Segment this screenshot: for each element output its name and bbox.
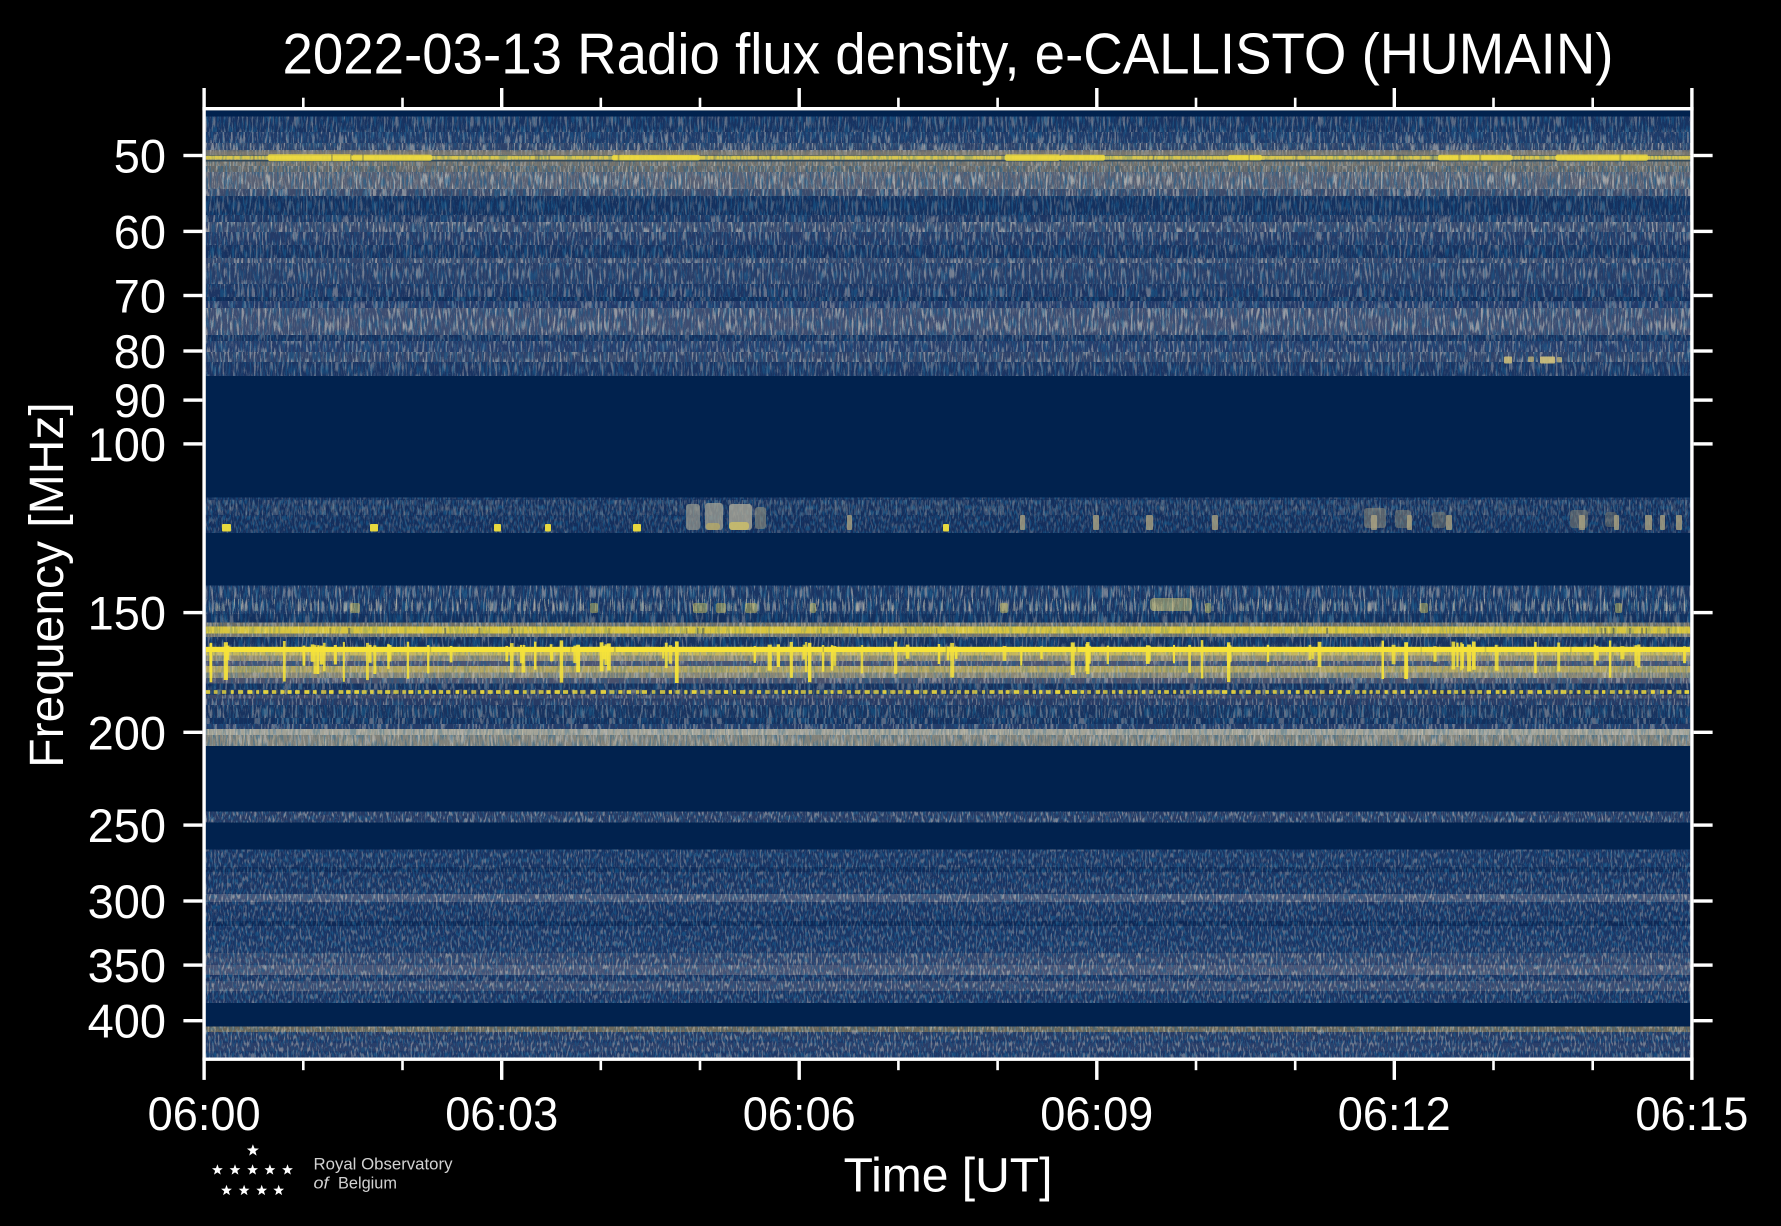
svg-text:06:09: 06:09: [1040, 1087, 1153, 1140]
svg-text:80: 80: [114, 325, 166, 378]
svg-text:Royal Observatory: Royal Observatory: [314, 1154, 453, 1173]
svg-text:of: of: [314, 1174, 331, 1193]
svg-text:70: 70: [114, 270, 166, 323]
svg-text:400: 400: [88, 995, 166, 1048]
svg-text:06:06: 06:06: [743, 1087, 856, 1140]
svg-text:300: 300: [88, 875, 166, 928]
svg-text:90: 90: [114, 374, 166, 427]
svg-text:350: 350: [88, 939, 166, 992]
svg-text:06:15: 06:15: [1635, 1087, 1748, 1140]
svg-text:200: 200: [88, 706, 166, 759]
svg-text:150: 150: [88, 587, 166, 640]
svg-text:06:00: 06:00: [148, 1087, 261, 1140]
svg-text:100: 100: [88, 418, 166, 471]
svg-text:2022-03-13 Radio flux density,: 2022-03-13 Radio flux density, e-CALLIST…: [283, 23, 1614, 87]
svg-text:Belgium: Belgium: [338, 1174, 397, 1193]
svg-text:06:12: 06:12: [1338, 1087, 1451, 1140]
svg-text:Time [UT]: Time [UT]: [844, 1150, 1053, 1203]
svg-text:50: 50: [114, 130, 166, 183]
svg-text:250: 250: [88, 799, 166, 852]
svg-text:60: 60: [114, 205, 166, 258]
svg-text:Frequency [MHz]: Frequency [MHz]: [21, 402, 74, 767]
svg-text:06:03: 06:03: [445, 1087, 558, 1140]
